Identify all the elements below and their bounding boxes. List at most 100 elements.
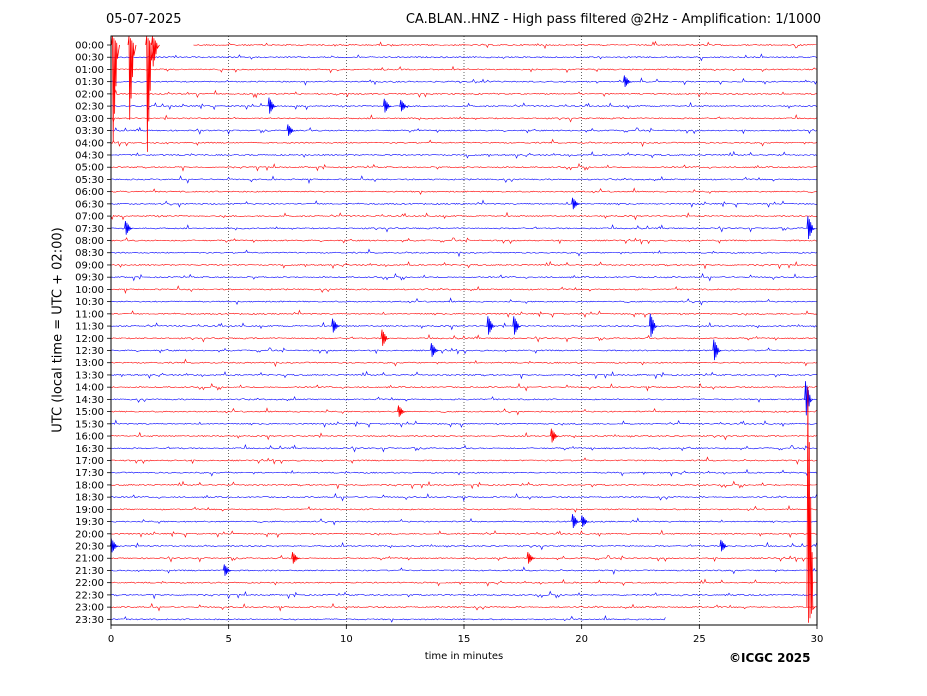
y-tick-label: 05:00 [75,163,104,174]
y-tick-label: 06:30 [75,199,104,210]
trace-line [110,89,817,99]
y-tick-label: 23:00 [75,603,104,614]
y-tick-label: 21:00 [75,554,104,565]
y-tick-label: 20:00 [75,529,104,540]
y-tick-label: 16:00 [75,432,104,443]
event-spike [719,539,729,552]
event-spike [806,387,816,623]
trace-line [110,431,817,441]
trace-line [110,590,817,600]
trace-line [110,77,817,86]
trace-line [110,480,817,490]
y-tick-label: 17:30 [75,468,104,479]
x-tick-label: 25 [693,634,706,645]
trace-line [110,382,817,392]
y-tick-label: 22:00 [75,578,104,589]
trace-line [110,309,817,318]
trace-line [110,529,817,539]
y-tick-label: 11:30 [75,322,104,333]
event-spike [571,197,580,210]
y-tick-label: 19:30 [75,517,104,528]
y-tick-label: 15:30 [75,419,104,430]
trace-line [111,260,817,270]
y-tick-label: 18:00 [75,480,104,491]
trace-line [111,407,817,416]
trace-line [110,187,817,196]
y-tick-label: 13:30 [75,370,104,381]
trace-line [111,126,817,135]
trace-line [110,517,817,526]
trace-line [110,333,817,343]
y-tick-label: 14:00 [75,383,104,394]
trace-line [110,53,817,62]
y-tick-label: 08:00 [75,236,104,247]
event-spike [127,35,137,120]
trace-line [110,505,817,513]
trace-line [110,468,817,477]
x-tick-label: 5 [225,634,231,645]
y-tick-label: 23:30 [75,615,104,626]
trace-line [111,419,817,428]
chart-title: CA.BLAN..HNZ - High pass filtered @2Hz -… [405,12,821,27]
trace-line [110,237,817,245]
y-tick-label: 20:30 [75,542,104,553]
x-tick-label: 20 [575,634,588,645]
event-spike [430,343,439,357]
trace-line [110,602,817,612]
trace-line [110,199,817,208]
y-tick-label: 14:30 [75,395,104,406]
trace-line [110,175,817,184]
x-tick-label: 30 [811,634,824,645]
event-spike [623,75,632,88]
trace-line [110,211,817,221]
trace-line [110,150,817,159]
y-tick-label: 00:30 [75,53,104,64]
event-spike [580,515,590,527]
y-tick-label: 12:30 [75,346,104,357]
event-spike [331,318,340,333]
y-tick-label: 15:00 [75,407,104,418]
trace-line [110,554,817,563]
x-tick-label: 10 [340,634,353,645]
event-spike [648,313,658,337]
y-tick-label: 21:30 [75,566,104,577]
y-tick-label: 03:30 [75,126,104,137]
trace-line [110,456,817,465]
event-spike [124,220,133,235]
trace-line [111,65,817,74]
trace-line [110,224,817,233]
event-spike [111,35,120,142]
y-tick-label: 18:30 [75,493,104,504]
trace-line [110,396,817,403]
trace-lines [110,40,817,623]
x-tick-label: 0 [108,634,114,645]
event-spike [286,124,296,136]
event-spike [712,339,722,361]
trace-line [110,492,817,502]
x-tick-label: 15 [458,634,471,645]
y-tick-label: 04:30 [75,150,104,161]
y-tick-label: 16:30 [75,444,104,455]
y-tick-label: 11:00 [75,309,104,320]
date-label: 05-07-2025 [106,12,182,27]
trace-line [110,321,817,331]
event-spike [380,329,390,346]
y-tick-label: 08:30 [75,248,104,259]
trace-line [110,285,817,294]
event-spike [399,99,408,112]
event-spike [291,552,300,564]
y-tick-label: 09:00 [75,260,104,271]
trace-line [110,162,817,172]
trace-line [110,578,817,587]
y-tick-label: 00:00 [75,41,104,52]
trace-line [193,40,817,50]
event-spikes [110,35,816,623]
y-tick-label: 05:30 [75,175,104,186]
event-spike [267,97,277,114]
y-tick-label: 04:00 [75,138,104,149]
y-tick-label: 13:00 [75,358,104,369]
y-tick-label: 09:30 [75,273,104,284]
trace-line [110,297,817,306]
